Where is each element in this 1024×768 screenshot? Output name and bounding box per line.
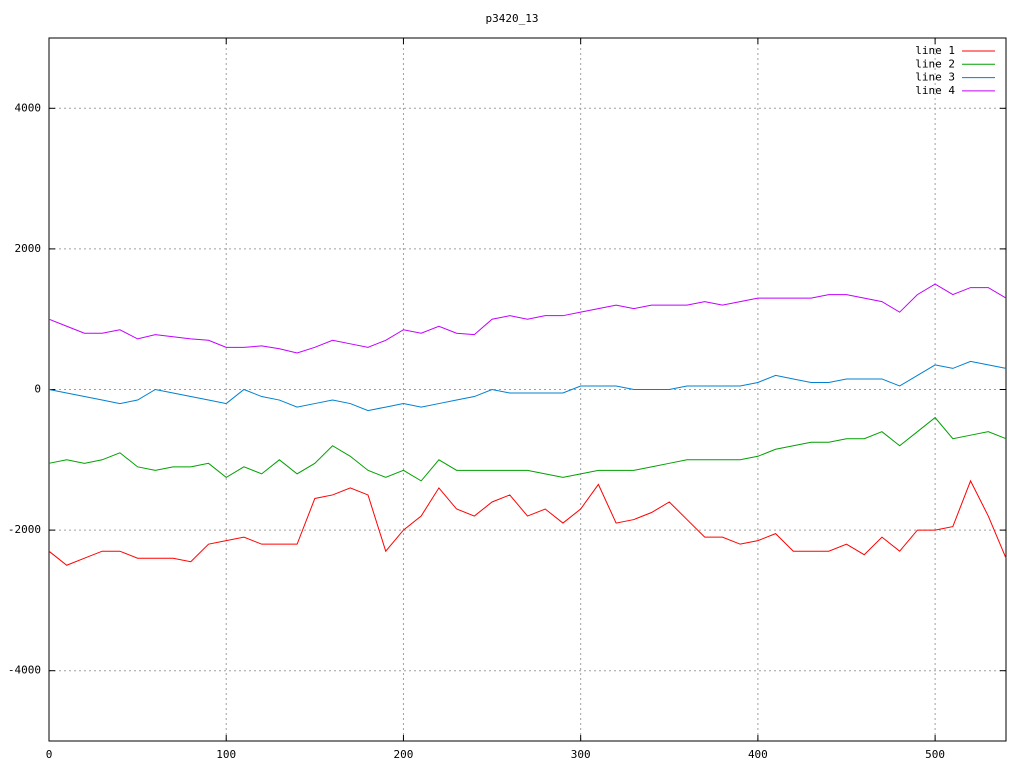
legend-label: line 2 [915,57,955,70]
series-line [48,416,1007,482]
y-tick-label: 4000 [15,101,42,114]
x-tick-label: 400 [748,748,768,761]
series-line [48,283,1007,354]
series-line [48,479,1007,566]
legend-label: line 3 [915,71,955,84]
x-tick-label: 300 [571,748,591,761]
chart-title: p3420_13 [486,12,539,25]
legend-label: line 1 [915,44,955,57]
legend-label: line 4 [915,84,955,97]
x-tick-label: 500 [925,748,945,761]
x-tick-label: 100 [216,748,236,761]
y-tick-label: -2000 [8,523,41,536]
y-tick-label: 2000 [15,242,42,255]
x-tick-label: 0 [46,748,53,761]
x-tick-label: 200 [394,748,414,761]
series-line [48,360,1007,412]
y-tick-label: -4000 [8,664,41,677]
plot-border [48,37,1007,742]
y-tick-label: 0 [34,383,41,396]
